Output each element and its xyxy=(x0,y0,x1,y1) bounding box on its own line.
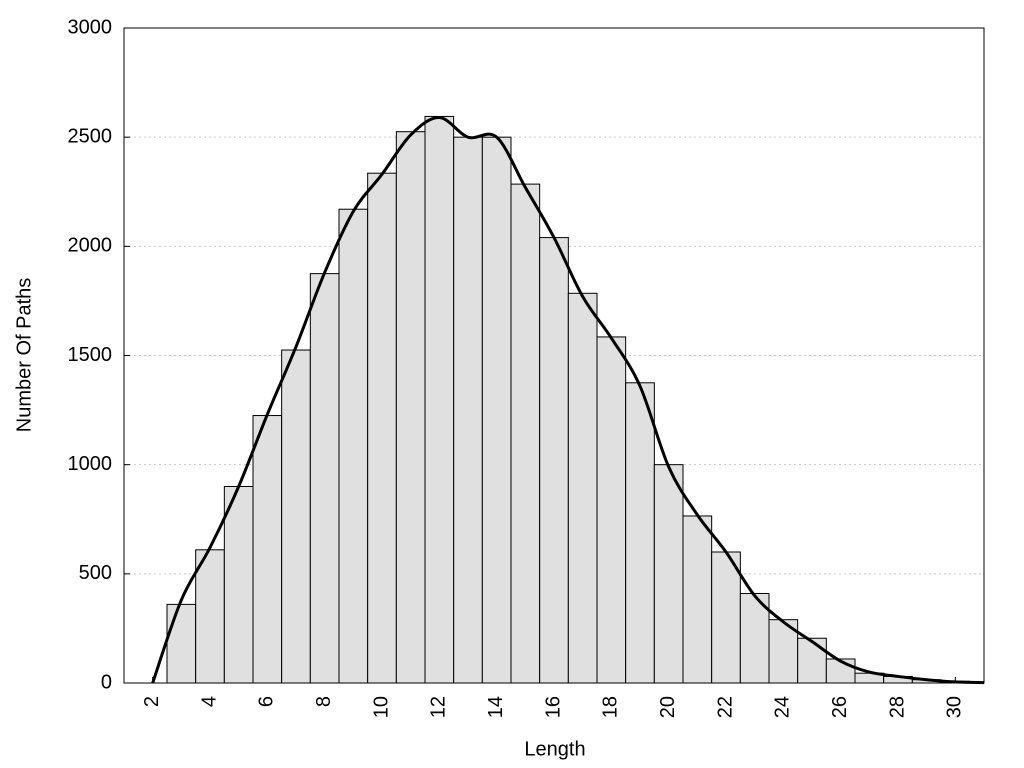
y-tick-label: 0 xyxy=(101,671,112,693)
bar xyxy=(653,464,684,684)
bar xyxy=(424,115,455,684)
y-tick-label: 500 xyxy=(79,562,112,584)
bar xyxy=(539,237,569,684)
bar xyxy=(453,136,483,684)
x-tick-label: 14 xyxy=(485,696,507,718)
bar xyxy=(166,603,197,684)
bar xyxy=(481,136,512,684)
plot-frame xyxy=(123,27,985,684)
y-tick-label: 3000 xyxy=(68,16,113,38)
x-tick-label: 28 xyxy=(886,696,908,718)
x-tick-label: 18 xyxy=(600,696,622,718)
bar xyxy=(596,336,627,684)
bar xyxy=(338,208,369,684)
x-tick-label: 4 xyxy=(198,696,220,707)
bar xyxy=(395,131,426,684)
x-axis-label: Length xyxy=(524,738,585,760)
x-tick-label: 20 xyxy=(657,696,679,718)
bar xyxy=(682,515,713,684)
bar xyxy=(195,549,225,684)
bar xyxy=(797,637,827,684)
y-tick-label: 2000 xyxy=(68,235,113,257)
bar xyxy=(711,551,741,684)
x-tick-label: 12 xyxy=(428,696,450,718)
bar xyxy=(223,486,254,684)
x-tick-label: 10 xyxy=(370,696,392,718)
x-tick-label: 16 xyxy=(542,696,564,718)
bar xyxy=(567,292,598,684)
bar xyxy=(309,273,340,684)
smooth-line xyxy=(151,116,985,685)
x-tick-label: 6 xyxy=(256,696,278,707)
x-tick-label: 30 xyxy=(944,696,966,718)
bar xyxy=(825,658,856,684)
x-tick-label: 2 xyxy=(141,696,163,707)
bar xyxy=(281,349,311,684)
bar xyxy=(510,183,541,684)
bar xyxy=(367,172,397,684)
x-tick-label: 22 xyxy=(714,696,736,718)
bar xyxy=(625,382,655,684)
y-axis-label: Number Of Paths xyxy=(13,278,35,433)
x-tick-label: 24 xyxy=(772,696,794,718)
x-tick-label: 8 xyxy=(313,696,335,707)
bar xyxy=(252,415,283,684)
y-tick-label: 1000 xyxy=(68,453,113,475)
x-tick-label: 26 xyxy=(829,696,851,718)
y-tick-label: 2500 xyxy=(68,125,113,147)
y-tick-label: 1500 xyxy=(68,344,113,366)
